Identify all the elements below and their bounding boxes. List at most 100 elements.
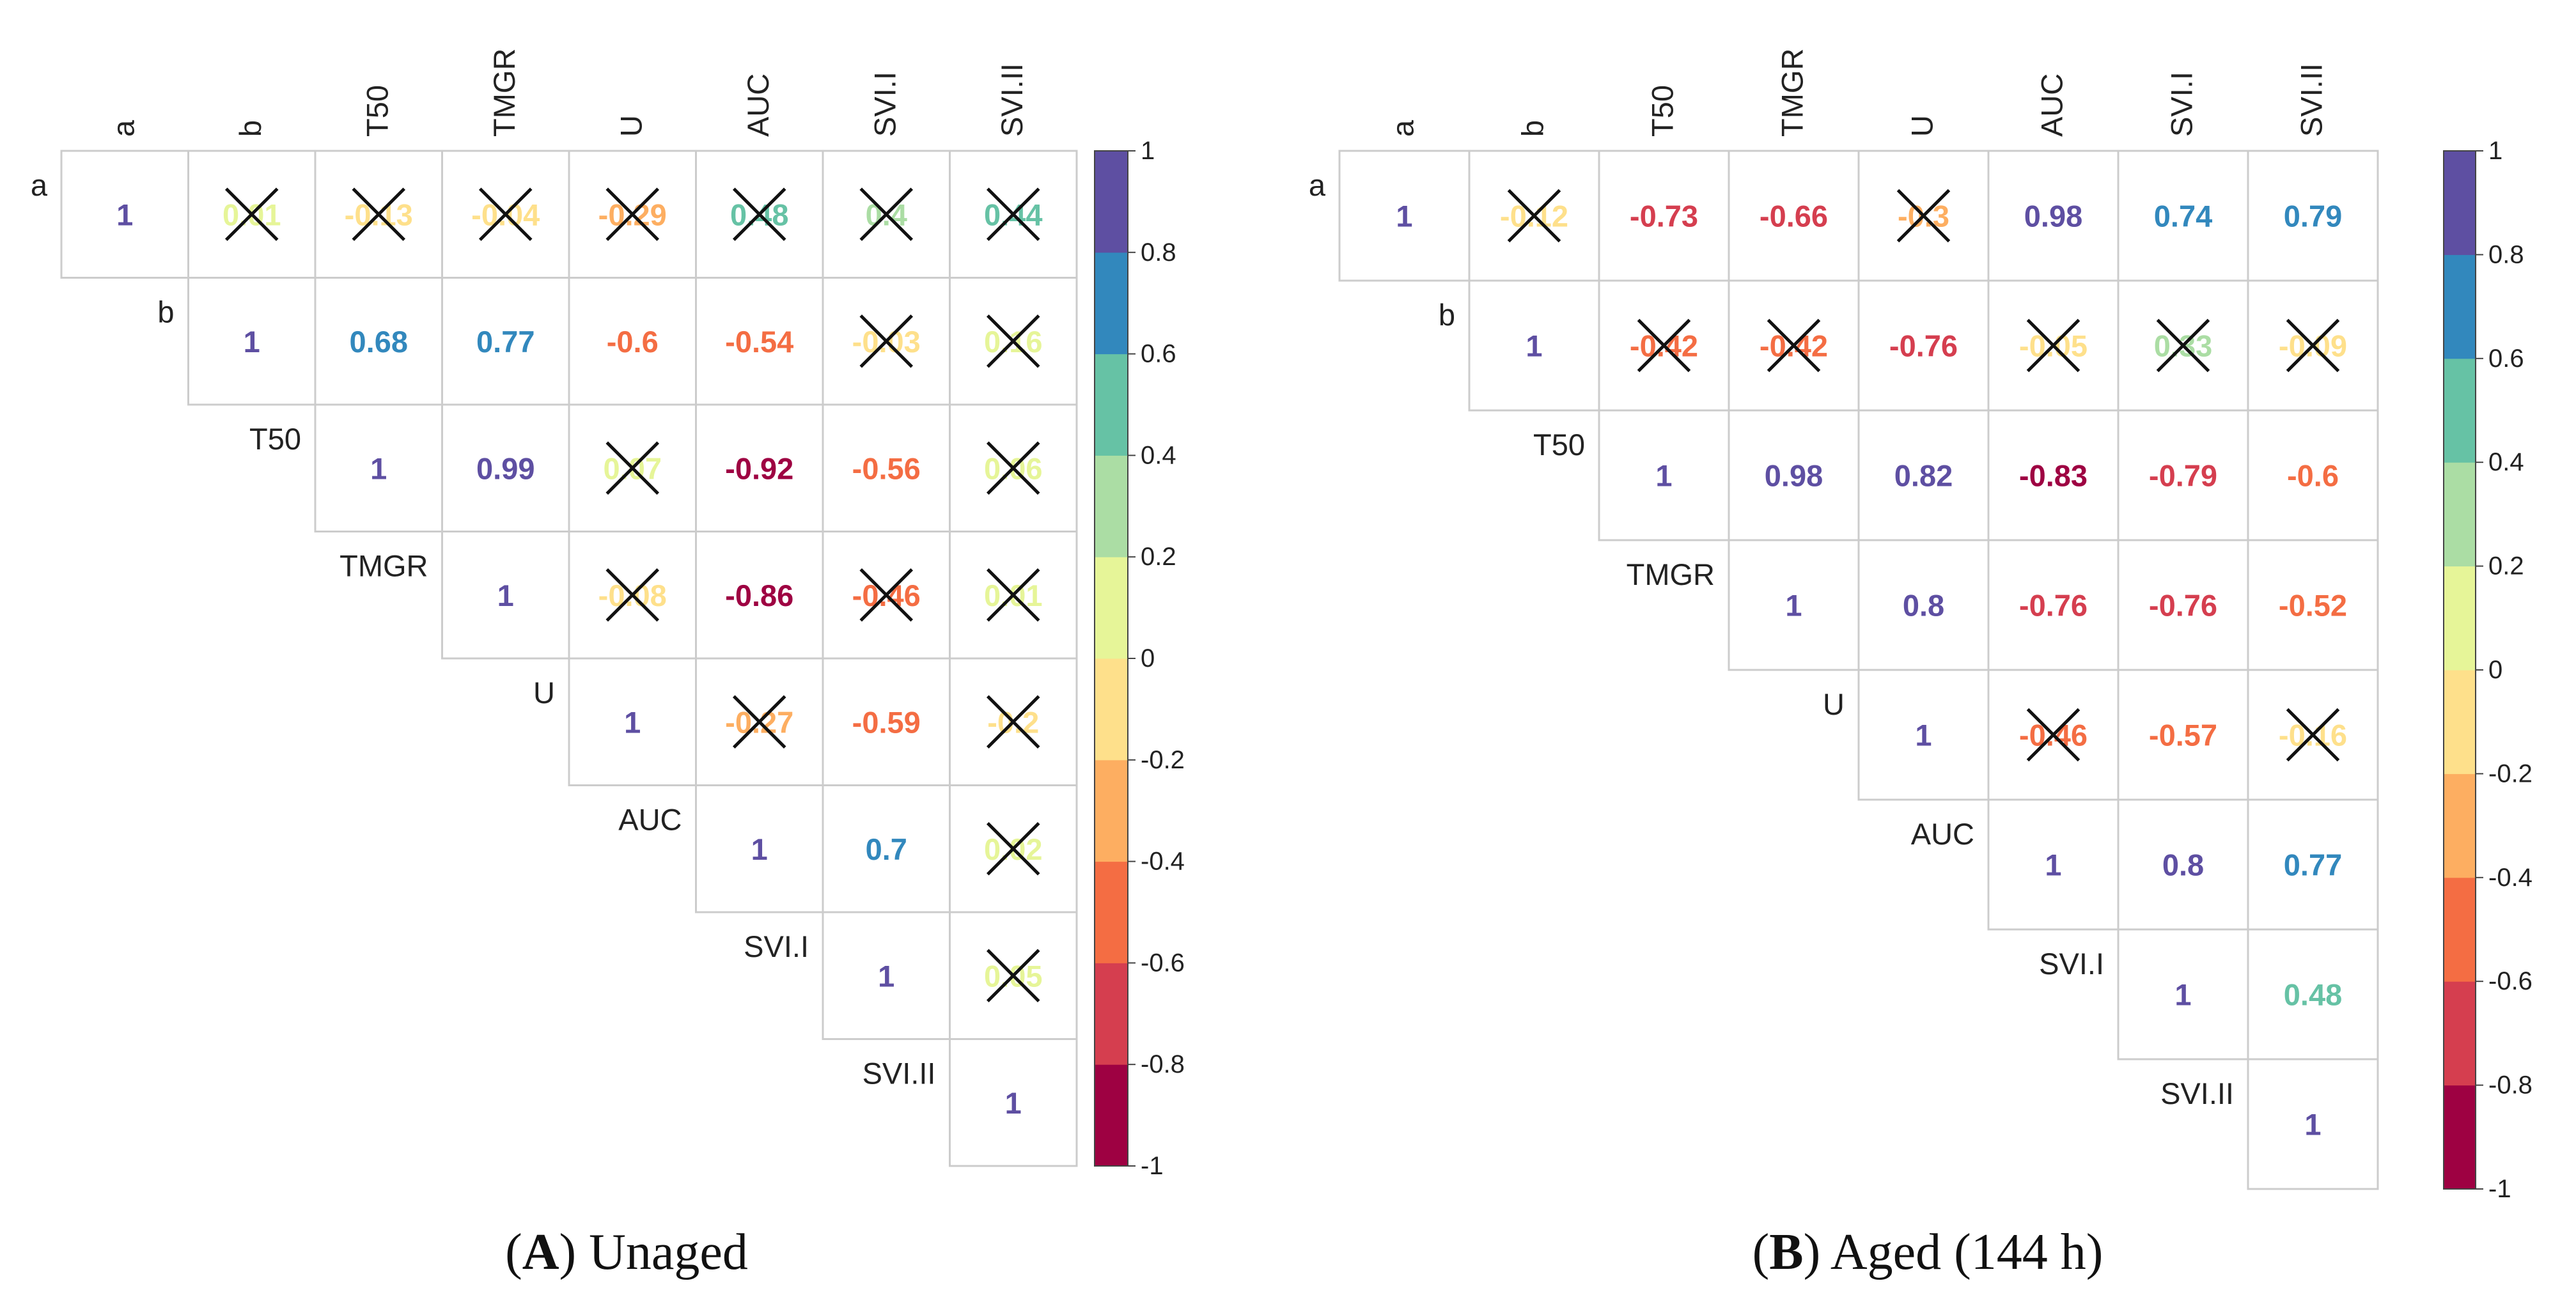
colorbar-tick-label: -1 [1141, 1152, 1164, 1180]
cell-u-svi-i: -0.57 [2117, 669, 2249, 801]
cell-tmgr-tmgr: 1 [441, 531, 570, 660]
row-label-b: b [1439, 298, 1455, 332]
colorbar-tick-label: -0.8 [2488, 1071, 2533, 1099]
cell-a-auc: 0.48 [695, 150, 824, 279]
cell-t50-auc: -0.92 [695, 403, 824, 532]
cell-tmgr-u: -0.08 [568, 531, 697, 660]
cell-t50-t50: 1 [314, 403, 443, 532]
correlation-value: -0.73 [1630, 199, 1698, 233]
cell-border [568, 277, 697, 406]
cell-border [2247, 798, 2379, 931]
correlation-value: -0.92 [725, 451, 793, 485]
cell-b-tmgr: -0.42 [1728, 279, 1860, 412]
insignificant-cross-icon [859, 187, 914, 242]
cell-a-auc: 0.98 [1987, 150, 2119, 282]
cell-border [1468, 279, 1600, 412]
cell-b-u: -0.76 [1857, 279, 1990, 412]
correlation-value: 1 [878, 959, 894, 993]
row-label-svi-i: SVI.I [744, 929, 809, 963]
cell-svi-i-svi-i: 1 [822, 911, 951, 1040]
column-label-tmgr: TMGR [487, 49, 521, 137]
cell-t50-t50: 1 [1598, 409, 1730, 541]
correlation-value: -0.79 [2149, 459, 2217, 493]
correlation-value: 1 [2304, 1108, 2321, 1142]
cell-auc-auc: 1 [1987, 798, 2119, 931]
cell-svi-i-svi-ii: 0.48 [2247, 928, 2379, 1060]
cell-border [1857, 669, 1990, 801]
row-label-tmgr: TMGR [1627, 557, 1715, 591]
insignificant-cross-icon [2026, 708, 2080, 762]
cell-auc-svi-i: 0.7 [822, 784, 951, 913]
row-label-b: b [157, 295, 174, 329]
correlation-value: -0.52 [2279, 589, 2347, 623]
cell-u-svi-i: -0.59 [822, 657, 951, 786]
cell-border [187, 277, 316, 406]
column-label-svi-ii: SVI.II [2295, 63, 2329, 137]
cell-border [695, 277, 824, 406]
cell-a-b: 0.01 [187, 150, 316, 279]
colorbar-segment [1095, 963, 1128, 1065]
column-label-b: b [233, 120, 267, 137]
correlation-value: -0.66 [1760, 199, 1828, 233]
cell-a-a: 1 [1338, 150, 1471, 282]
panel-letter: B [1769, 1224, 1803, 1280]
cell-border [2247, 150, 2379, 282]
correlation-value: 0.8 [2162, 848, 2204, 882]
column-label-auc: AUC [741, 74, 775, 137]
colorbar-tick-label: 0.8 [2488, 240, 2524, 268]
correlation-value: 1 [497, 579, 514, 612]
cell-border [1987, 150, 2119, 282]
insignificant-cross-icon [986, 441, 1040, 495]
colorbar-segment [2444, 670, 2476, 774]
correlation-value: 0.77 [476, 325, 535, 359]
colorbar-tick-label: 0.6 [2488, 345, 2524, 373]
row-label-t50: T50 [249, 422, 301, 456]
colorbar-tick-label: 0 [2488, 656, 2502, 684]
cell-border [2117, 539, 2249, 671]
cell-b-auc: -0.05 [1987, 279, 2119, 412]
cell-a-t50: -0.13 [314, 150, 443, 279]
colorbar-tick-label: -0.4 [2488, 864, 2533, 892]
colorbar-tick-label: -1 [2488, 1175, 2511, 1203]
correlation-value: 1 [1915, 718, 1932, 752]
row-label-t50: T50 [1533, 428, 1585, 462]
cell-svi-ii-svi-ii: 1 [949, 1038, 1078, 1167]
insignificant-cross-icon [605, 568, 660, 622]
cell-border [1338, 150, 1471, 282]
insignificant-cross-icon [478, 187, 533, 242]
row-label-auc: AUC [618, 803, 682, 837]
cell-tmgr-svi-i: -0.46 [822, 531, 951, 660]
cell-a-a: 1 [60, 150, 189, 279]
cell-auc-svi-i: 0.8 [2117, 798, 2249, 931]
cell-b-svi-ii: -0.09 [2247, 279, 2379, 412]
colorbar-segment [2444, 358, 2476, 463]
correlation-value: 0.48 [2284, 978, 2342, 1012]
insignificant-cross-icon [986, 949, 1040, 1003]
cell-svi-i-svi-i: 1 [2117, 928, 2249, 1060]
cell-tmgr-u: 0.8 [1857, 539, 1990, 671]
cell-a-tmgr: -0.66 [1728, 150, 1860, 282]
colorbar-tick-label: 0.4 [1141, 441, 1176, 469]
cell-border [441, 403, 570, 532]
cell-t50-svi-i: -0.79 [2117, 409, 2249, 541]
row-label-a: a [1309, 168, 1326, 202]
correlation-value: -0.59 [852, 705, 921, 739]
colorbar-segment [1095, 557, 1128, 659]
correlation-value: -0.6 [607, 325, 659, 359]
colorbar-segment [1095, 151, 1128, 253]
correlation-value: 1 [244, 325, 260, 359]
panel-caption: (A) Unaged [505, 1224, 748, 1280]
insignificant-cross-icon [2286, 708, 2340, 762]
colorbar-tick-label: 0.4 [2488, 448, 2524, 476]
correlation-value: -0.57 [2149, 718, 2217, 752]
cell-b-t50: 0.68 [314, 277, 443, 406]
insignificant-cross-icon [859, 568, 914, 622]
cell-u-svi-ii: -0.2 [949, 657, 1078, 786]
insignificant-cross-icon [605, 441, 660, 495]
cell-border [2117, 150, 2249, 282]
colorbar-tick-label: -0.6 [1141, 949, 1185, 977]
colorbar-segment [1095, 455, 1128, 557]
cell-t50-u: 0.07 [568, 403, 697, 532]
cell-border [441, 277, 570, 406]
